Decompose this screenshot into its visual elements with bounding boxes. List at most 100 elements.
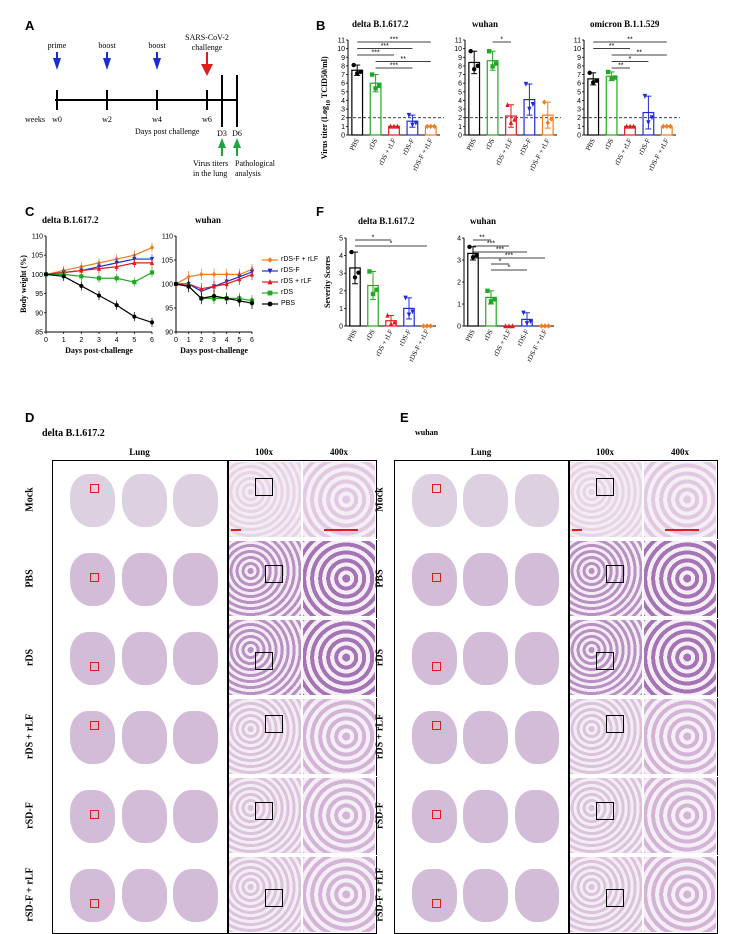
- lung-section-image: [173, 474, 219, 527]
- y-tick-label: 95: [35, 291, 43, 298]
- x-tick-label: 4: [225, 337, 229, 344]
- y-tick-label: 1: [458, 124, 462, 131]
- data-point: [355, 71, 360, 76]
- histology-100x-image: [229, 620, 301, 695]
- significance-label: ***: [390, 63, 398, 70]
- series-point: [149, 270, 155, 275]
- y-tick-label: 95: [165, 306, 173, 313]
- histology-row-label: rSD-F + rLF: [374, 866, 386, 922]
- zoom-region-box: [596, 802, 614, 820]
- series-point: [224, 296, 229, 301]
- boost-arrow-icon: [153, 58, 161, 70]
- lung-section-image: [514, 553, 560, 606]
- lung-section-image: [70, 711, 115, 764]
- category-label: rDS: [484, 137, 496, 151]
- lung-section-image: [70, 869, 115, 922]
- body-weight-chart-delta: 85 90 95 100 105 110 0 1 2 3 4 5 6 Days post-challeng…: [19, 234, 155, 355]
- data-point: [428, 123, 433, 130]
- category-label: rDS + rLF: [613, 137, 634, 167]
- data-point: [594, 78, 599, 83]
- row-divider: [568, 776, 718, 777]
- category-label: rDS-F: [518, 137, 533, 156]
- lung-section-image: [514, 790, 560, 843]
- data-point: [392, 319, 397, 325]
- row-divider: [568, 855, 718, 856]
- legend-entry: PBS: [262, 298, 322, 309]
- y-tick-label: 100: [161, 282, 173, 289]
- data-point: [351, 62, 356, 68]
- lung-section-image: [514, 711, 560, 764]
- zoom-region-box: [255, 802, 273, 820]
- histology-400x-image: [644, 462, 716, 537]
- timeline-diagram: prime boost boost SARS-CoV-2 challenge w…: [25, 33, 276, 178]
- y-tick-label: 0: [458, 133, 462, 140]
- series-point: [173, 281, 179, 287]
- significance-label: *: [390, 241, 393, 248]
- panel-label-a: A: [25, 18, 35, 33]
- week-0: w0: [52, 115, 62, 124]
- significance-label: *: [508, 265, 511, 272]
- y-tick-label: 9: [458, 55, 462, 62]
- lung-section-image: [463, 711, 508, 764]
- x-tick-label: 6: [250, 337, 254, 344]
- roi-marker: [432, 810, 441, 819]
- week-6: w6: [202, 115, 212, 124]
- data-point: [510, 323, 515, 329]
- panel-b-subtitle-omicron: omicron B.1.1.529: [590, 19, 660, 29]
- data-point: [370, 291, 376, 297]
- x-axis-label: Days post-challenge: [180, 346, 248, 355]
- category-label: rDS + rLF: [492, 328, 513, 358]
- significance-label: ***: [390, 37, 398, 44]
- scale-bar: [231, 529, 241, 531]
- roi-marker: [432, 573, 441, 582]
- data-point: [475, 63, 480, 69]
- data-point: [369, 72, 375, 77]
- x-tick-label: 5: [132, 337, 136, 344]
- series-point: [132, 279, 137, 285]
- y-tick-label: 2: [341, 115, 345, 122]
- zoom-region-box: [255, 478, 273, 496]
- data-point: [649, 115, 655, 121]
- category-label: PBS: [348, 137, 361, 152]
- x-tick-label: 1: [187, 337, 191, 344]
- y-tick-label: 5: [577, 89, 581, 96]
- y-tick-label: 11: [338, 38, 345, 45]
- series-point: [96, 266, 102, 271]
- panel-label-d: D: [25, 410, 35, 425]
- series-point: [199, 271, 204, 277]
- data-point: [388, 321, 394, 327]
- data-point: [432, 123, 437, 130]
- lung-section-image: [70, 553, 115, 606]
- data-point: [542, 99, 547, 105]
- y-tick-label: 2: [339, 288, 343, 295]
- day-6: D6: [232, 129, 242, 138]
- legend-marker: [267, 301, 273, 306]
- series-point: [237, 298, 242, 303]
- legend-swatch: [262, 278, 278, 284]
- histology-row-label: rSD-F: [374, 801, 386, 829]
- category-label: rDS: [603, 137, 615, 151]
- y-tick-label: 4: [341, 98, 345, 105]
- legend-swatch: [262, 290, 278, 295]
- zoom-region-box: [265, 889, 283, 907]
- data-point: [406, 312, 412, 318]
- y-tick-label: 5: [339, 236, 343, 243]
- pathology-arrow-icon: [233, 138, 241, 148]
- category-label: rDS: [364, 328, 376, 342]
- legend-entry: rDS-F: [262, 265, 322, 276]
- y-tick-label: 4: [457, 236, 461, 243]
- roi-marker: [432, 899, 441, 908]
- data-point: [542, 323, 548, 329]
- data-point: [521, 310, 526, 316]
- y-tick-label: 10: [454, 46, 462, 53]
- day-3: D3: [217, 129, 227, 138]
- lung-section-image: [463, 632, 508, 685]
- x-tick-label: 2: [79, 337, 83, 344]
- lung-section-image: [412, 632, 457, 685]
- y-tick-label: 3: [577, 107, 581, 114]
- roi-marker: [432, 721, 441, 730]
- histology-row-label: rDS: [24, 648, 36, 666]
- y-tick-label: 85: [35, 330, 43, 337]
